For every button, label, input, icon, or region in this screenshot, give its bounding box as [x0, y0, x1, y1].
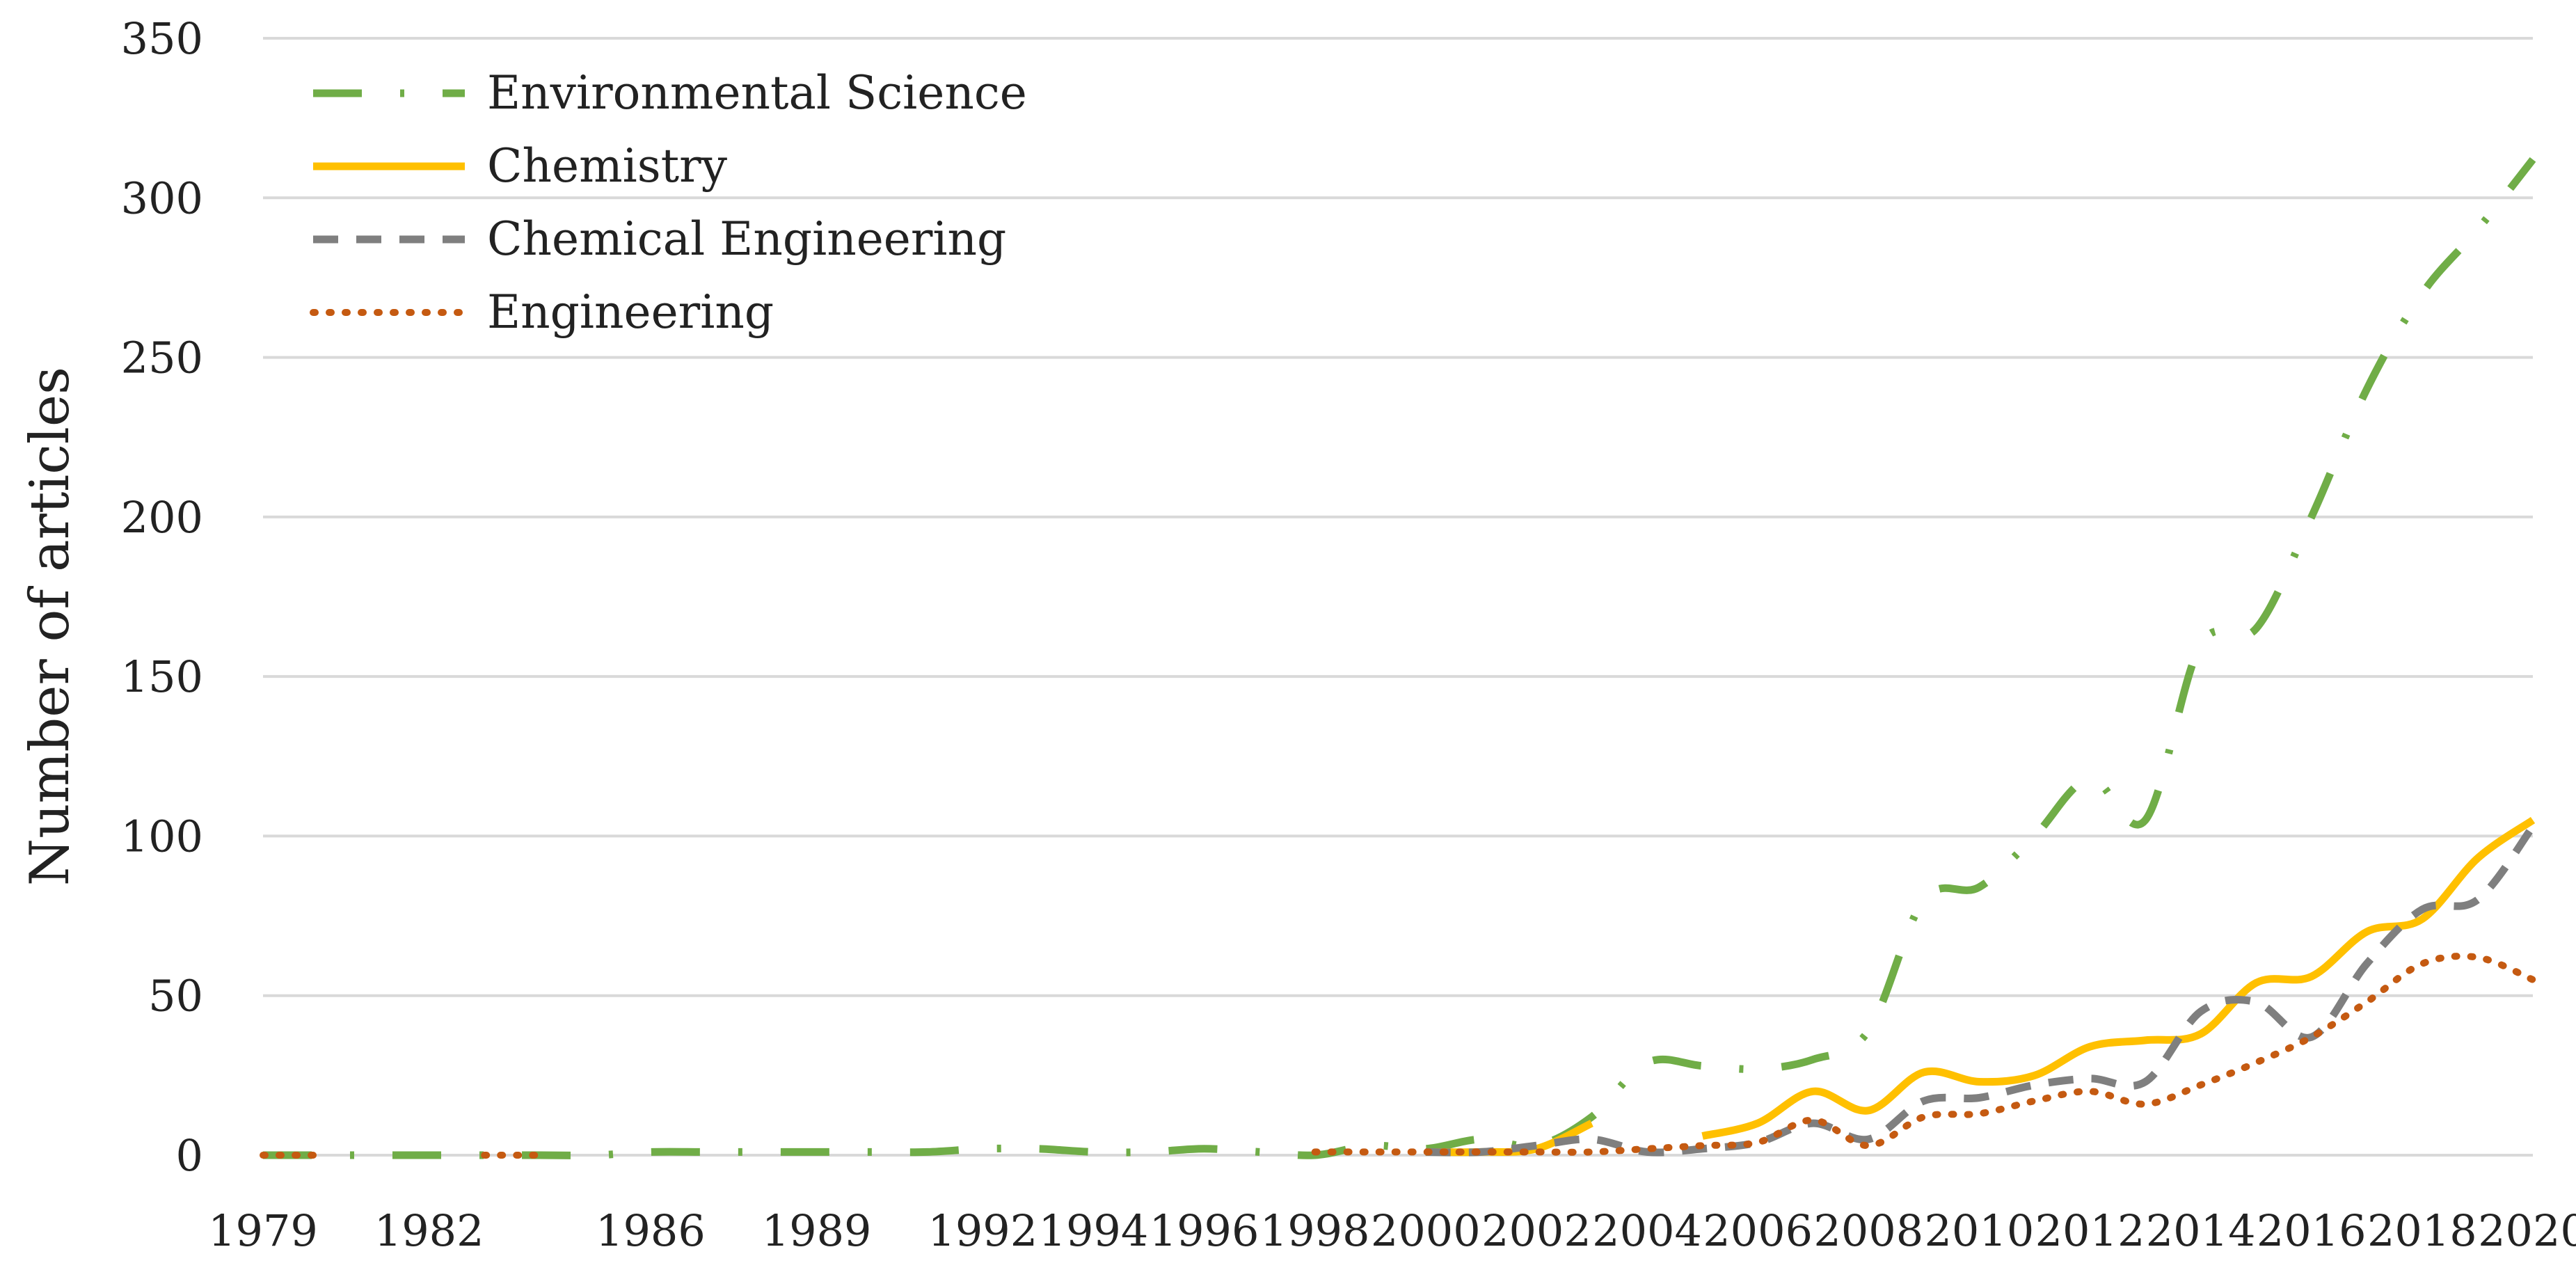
x-tick-label: 2016 [2257, 1205, 2367, 1256]
x-tick-label: 2010 [1924, 1205, 2034, 1256]
legend-label: Chemical Engineering [487, 212, 1006, 266]
y-tick-label: 250 [121, 333, 203, 383]
x-tick-label: 2006 [1703, 1205, 1813, 1256]
y-tick-label: 200 [121, 492, 203, 543]
x-tick-label: 1996 [1150, 1205, 1259, 1256]
series-line [1701, 816, 2536, 1140]
y-tick-label: 50 [148, 971, 203, 1022]
legend-label: Environmental Science [487, 66, 1027, 120]
legend-label: Engineering [487, 285, 774, 339]
y-tick-label: 350 [121, 13, 203, 64]
y-tick-label: 0 [176, 1130, 203, 1181]
x-tick-label: 1998 [1260, 1205, 1370, 1256]
legend: Environmental Science Chemistry Chemical E… [310, 66, 1027, 339]
x-tick-label: 2012 [2035, 1205, 2145, 1256]
x-tick-label: 2008 [1813, 1205, 1923, 1256]
x-tick-label: 1989 [762, 1205, 872, 1256]
x-axis-ticks: 1979 1982 1986 1989 1992 1994 1996 1998 2000 2002… [208, 1205, 2576, 1256]
x-tick-label: 1994 [1039, 1205, 1149, 1256]
y-tick-label: 150 [121, 651, 203, 702]
x-tick-label: 1992 [928, 1205, 1037, 1256]
series-lines [260, 157, 2536, 1159]
x-tick-label: 2004 [1592, 1205, 1702, 1256]
gridlines [263, 37, 2533, 1157]
series-chemical-engineering [1425, 824, 2536, 1157]
series-environmental-science [263, 157, 2536, 1159]
series-line [1425, 824, 2536, 1157]
x-tick-label: 2002 [1481, 1205, 1591, 1256]
x-tick-label: 2000 [1371, 1205, 1481, 1256]
x-tick-label: 2014 [2146, 1205, 2256, 1256]
x-tick-label: 1986 [596, 1205, 706, 1256]
y-tick-label: 100 [121, 811, 203, 862]
series-line [263, 157, 2536, 1159]
series-line [1311, 952, 2536, 1156]
series-engineering [260, 952, 2536, 1159]
x-tick-label: 1979 [208, 1205, 318, 1256]
x-tick-label: 2020 [2478, 1205, 2576, 1256]
y-tick-label: 300 [121, 173, 203, 223]
series-chemistry [1425, 816, 2536, 1157]
legend-label: Chemistry [487, 139, 728, 193]
x-tick-label: 2018 [2367, 1205, 2477, 1256]
x-tick-label: 1982 [374, 1205, 484, 1256]
y-axis-title: Number of articles [19, 367, 81, 886]
y-axis-ticks: 0 50 100 150 200 250 300 350 [121, 13, 203, 1181]
